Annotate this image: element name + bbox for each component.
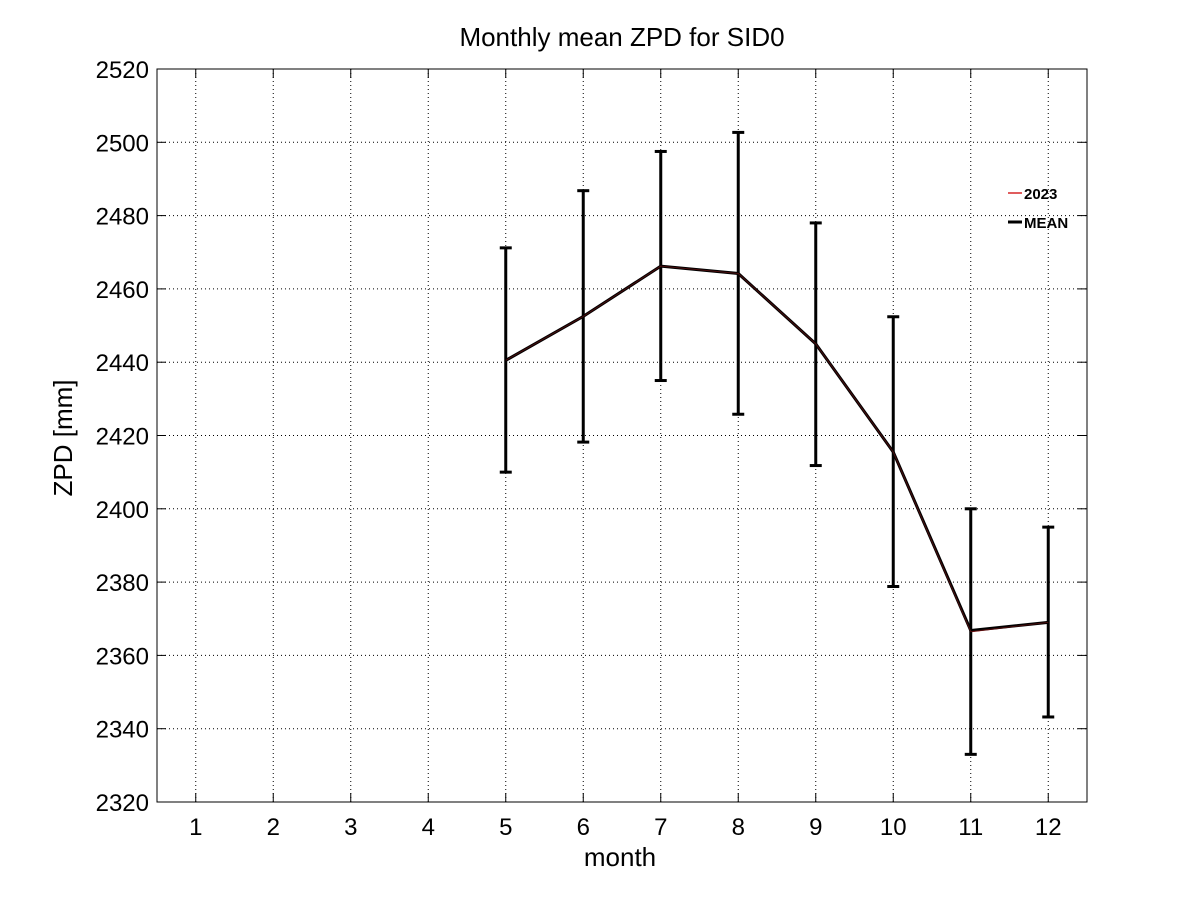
x-tick-label: 1 <box>189 814 202 841</box>
x-tick-label: 2 <box>267 814 280 841</box>
x-tick-label: 8 <box>732 814 745 841</box>
y-tick-label: 2460 <box>96 277 149 304</box>
y-tick-label: 2400 <box>96 497 149 524</box>
y-tick-label: 2320 <box>96 790 149 817</box>
y-tick-label: 2360 <box>96 643 149 670</box>
y-tick-label: 2340 <box>96 717 149 744</box>
x-tick-label: 10 <box>880 814 907 841</box>
x-axis-title: month <box>584 842 656 872</box>
y-tick-label: 2480 <box>96 204 149 231</box>
series-line-2023-overlay <box>505 265 1049 633</box>
legend-label-mean: MEAN <box>1024 215 1068 232</box>
series-line-mean <box>505 264 1049 633</box>
legend-label-2023: 2023 <box>1024 186 1057 203</box>
x-tick-label: 11 <box>958 814 983 841</box>
x-tick-label: 12 <box>1035 814 1062 841</box>
x-tick-label: 4 <box>422 814 435 841</box>
data-series <box>499 130 1055 756</box>
tick-labels: 1 2 3 4 5 6 7 8 9 10 11 122320234023602380240024202… <box>96 57 1062 841</box>
y-tick-label: 2380 <box>96 570 149 597</box>
y-tick-label: 2500 <box>96 130 149 157</box>
chart-title: Monthly mean ZPD for SID0 <box>459 22 784 52</box>
x-tick-label: 6 <box>577 814 590 841</box>
y-tick-label: 2420 <box>96 424 149 451</box>
x-tick-label: 3 <box>344 814 357 841</box>
legend: 2023 MEAN <box>1008 186 1068 232</box>
x-tick-label: 5 <box>499 814 512 841</box>
axis-ticks <box>157 68 1087 803</box>
y-tick-label: 2440 <box>96 350 149 377</box>
y-axis-title: ZPD [mm] <box>48 380 78 497</box>
x-tick-label: 7 <box>654 814 667 841</box>
y-tick-label: 2520 <box>96 57 149 84</box>
x-tick-label: 9 <box>809 814 822 841</box>
